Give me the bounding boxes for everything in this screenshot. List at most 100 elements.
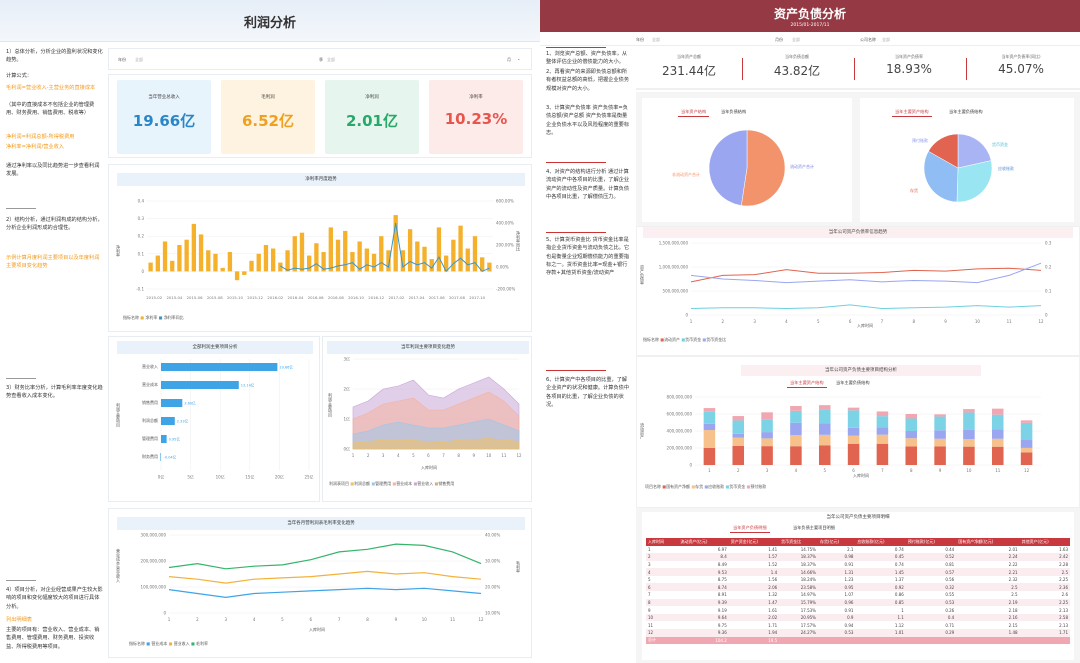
stacked-bar-segment bbox=[991, 438, 1004, 447]
x-tick-label: 5 bbox=[823, 468, 826, 473]
table-cell: 0.52 bbox=[905, 553, 957, 561]
bar bbox=[161, 381, 239, 389]
bar bbox=[321, 252, 326, 272]
stacked-bar-segment bbox=[991, 408, 1004, 415]
table-cell: 2.32 bbox=[1008, 577, 1018, 583]
table-cell: 2.42 bbox=[1019, 553, 1070, 561]
x-tick-label: 10 bbox=[422, 617, 428, 622]
table-cell: 1.07 bbox=[844, 592, 854, 598]
table-cell: 8 bbox=[646, 598, 679, 607]
y-tick-label-right: 0 bbox=[1045, 313, 1048, 318]
stacked-bar-segment bbox=[905, 418, 918, 431]
profit-analysis-dashboard: 利润分析 1）总体分析，分析企业的盈利状况和变化趋势。 计算公式： 毛利润=营业… bbox=[0, 0, 540, 658]
tab-liability-detail[interactable]: 当年负债主要项目明细 bbox=[793, 525, 835, 530]
y-tick-label: 500,000,000 bbox=[663, 289, 689, 294]
y-tick-label-right: 0.2 bbox=[1045, 265, 1052, 270]
x-tick-label: 3 bbox=[224, 617, 227, 622]
rkpi-debt-ratio: 当年资产负债率 18.93% bbox=[886, 54, 932, 76]
stacked-bar-segment bbox=[1020, 439, 1033, 448]
bar bbox=[422, 246, 427, 272]
table-cell: 2.15 bbox=[1008, 622, 1018, 628]
x-tick-label: 25亿 bbox=[304, 474, 313, 480]
kpi-card-revenue: 当年营业总收入 19.66亿 bbox=[117, 80, 211, 154]
stacked-bar-segment bbox=[732, 433, 745, 438]
table-row: 10 9.64 2.02 20.95% 0.9 1.1 0.4 2.16 2.58 bbox=[646, 613, 1070, 622]
detail-table: 入库时间 流动资产(亿元) 资产资金(亿元) 货币资金比 存货(亿元) 应收账款(亿元) 预… bbox=[646, 538, 1070, 645]
quarter-filter-select[interactable]: 全部 bbox=[327, 57, 335, 62]
table-cell: 24.27% bbox=[779, 629, 818, 637]
column-header[interactable]: 预付账款(亿元) bbox=[905, 538, 957, 546]
pie-slice bbox=[923, 150, 959, 203]
asset-structure-svg: 800,000,000 600,000,000 400,000,000 200,000… bbox=[667, 395, 1041, 473]
column-header[interactable]: 存货(亿元) bbox=[818, 538, 856, 546]
table-cell: 8.74 bbox=[678, 583, 729, 592]
column-header[interactable]: 国有资产净额(亿元) bbox=[956, 538, 1020, 546]
slice-label: 存货 bbox=[910, 188, 918, 193]
year-filter-select[interactable]: 全部 bbox=[135, 57, 143, 62]
tab-main-asset[interactable]: 当年主要资产结构 bbox=[787, 379, 827, 388]
bar bbox=[227, 252, 233, 272]
bar bbox=[400, 250, 406, 272]
stacked-bar-segment bbox=[847, 435, 860, 444]
table-cell: 1.41 bbox=[768, 546, 778, 552]
series-line bbox=[690, 267, 1042, 283]
table-cell: 14.75% bbox=[800, 546, 816, 552]
column-header[interactable]: 资产资金(亿元) bbox=[728, 538, 780, 546]
stacked-bar-segment bbox=[790, 410, 802, 423]
table-cell: 17.53% bbox=[800, 607, 816, 613]
rkpi-strip: 当年资产总额 231.44亿 当年负债总额 43.82亿 当年资产负债率 18.93%… bbox=[636, 46, 1080, 90]
stacked-bar-segment bbox=[934, 416, 946, 431]
bar bbox=[386, 250, 391, 272]
tab-main-asset[interactable]: 当年主要资产结构 bbox=[892, 108, 932, 117]
tab-main-liability[interactable]: 当年主要负债结构 bbox=[949, 109, 983, 114]
company-select[interactable]: 全部 bbox=[882, 37, 890, 42]
chevron-down-icon[interactable]: ⌄ bbox=[517, 56, 521, 61]
asset-detail-table-panel: 当年公司资产负债主要项目明细 当年资产负债明细 当年负债主要项目明细 入库时间流… bbox=[636, 508, 1080, 663]
kpi-value: 19.66亿 bbox=[132, 112, 196, 130]
table-row: 2 8.4 1.57 18.37% 0.98 0.45 0.52 2.24 2.42 bbox=[646, 553, 1070, 561]
pie-slice bbox=[957, 133, 992, 169]
bar bbox=[472, 236, 478, 272]
note-12: 列出明细表 bbox=[6, 617, 32, 623]
table-cell: 9.64 bbox=[678, 613, 729, 622]
filter-label: 年份 bbox=[636, 37, 644, 42]
month-filter-select[interactable]: 月 bbox=[507, 57, 511, 62]
table-cell: 6.97 bbox=[717, 546, 727, 552]
chart-title: 全部利润主要项目分析 bbox=[117, 341, 313, 354]
x-tick-label: 5亿 bbox=[187, 474, 194, 480]
table-cell: 14.97% bbox=[800, 592, 816, 598]
stacked-bar-segment bbox=[934, 446, 946, 465]
x-tick-label: 5 bbox=[817, 319, 820, 324]
tab-asset-detail[interactable]: 当年资产负债明细 bbox=[730, 524, 770, 533]
table-cell: 0.91 bbox=[844, 561, 854, 567]
tab-main-liability[interactable]: 当年主要负债结构 bbox=[836, 380, 870, 385]
bar bbox=[256, 253, 261, 272]
table-row: 12 9.36 1.94 24.27% 0.53 1.01 0.29 1.48 1.71 bbox=[646, 629, 1070, 637]
table-cell: 1.52 bbox=[768, 561, 778, 567]
x-tick-label: 1 bbox=[708, 468, 711, 473]
x-tick-label: 10 bbox=[975, 319, 981, 324]
column-header[interactable]: 应收账款(亿元) bbox=[855, 538, 906, 546]
category-label: 利润总额 bbox=[142, 417, 158, 423]
table-cell: 6 bbox=[646, 583, 679, 592]
series-line bbox=[690, 304, 1042, 310]
column-header[interactable]: 货币资金比 bbox=[779, 538, 818, 546]
table-cell: 2.13 bbox=[1059, 607, 1068, 613]
table-cell: 2.13 bbox=[1059, 622, 1068, 628]
table-cell: 15.79% bbox=[779, 598, 818, 607]
bar bbox=[487, 262, 492, 272]
year-select[interactable]: 全部 bbox=[652, 37, 660, 42]
bar bbox=[407, 229, 413, 272]
column-header[interactable]: 其他资产(亿元) bbox=[1019, 538, 1070, 546]
stacked-bar-segment bbox=[703, 411, 716, 424]
column-header[interactable]: 流动资产(亿元) bbox=[678, 538, 729, 546]
x-tick-label: 2016-06 bbox=[308, 295, 324, 300]
table-cell bbox=[956, 636, 1020, 645]
tab-liability-structure[interactable]: 当年负债结构 bbox=[721, 109, 747, 114]
month-select[interactable]: 全部 bbox=[792, 37, 800, 42]
column-header[interactable]: 入库时间 bbox=[646, 538, 679, 546]
filter-label: 公司名称 bbox=[860, 37, 876, 42]
tab-asset-structure[interactable]: 当年资产结构 bbox=[678, 108, 710, 117]
x-tick-label: 5 bbox=[281, 617, 284, 622]
